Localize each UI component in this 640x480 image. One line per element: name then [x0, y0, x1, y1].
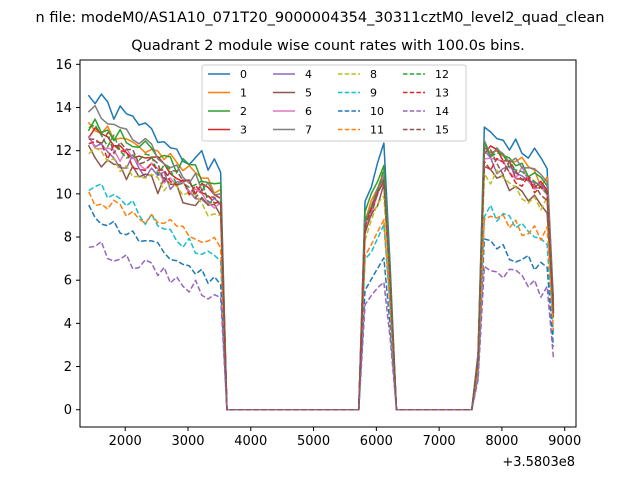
y-tick-label: 8 [64, 231, 72, 246]
legend-label-6: 6 [305, 105, 312, 118]
series-line-15 [88, 132, 555, 411]
x-tick-label: 7000 [423, 434, 456, 449]
x-tick-label: 2000 [109, 434, 142, 449]
legend-label-11: 11 [370, 124, 384, 137]
y-tick-label: 16 [55, 58, 72, 73]
legend-label-14: 14 [435, 105, 449, 118]
legend-label-7: 7 [305, 124, 312, 137]
legend-label-2: 2 [240, 105, 247, 118]
y-tick-label: 12 [55, 144, 72, 159]
x-tick-label: 3000 [171, 434, 204, 449]
x-offset-label: +3.5803e8 [502, 455, 575, 470]
y-tick-label: 0 [64, 403, 72, 418]
legend-label-0: 0 [240, 68, 247, 81]
x-tick-label: 5000 [297, 434, 330, 449]
legend-label-12: 12 [435, 68, 449, 81]
y-tick-label: 2 [64, 360, 72, 375]
legend-label-3: 3 [240, 124, 247, 137]
legend-label-10: 10 [370, 105, 384, 118]
chart-title: Quadrant 2 module wise count rates with … [131, 38, 525, 54]
axes-frame [79, 59, 577, 428]
legend-label-9: 9 [370, 87, 377, 100]
x-tick-label: 8000 [485, 434, 518, 449]
y-tick-label: 10 [55, 187, 72, 202]
series-line-9 [88, 182, 555, 411]
y-axis: 0 2 4 6 8 10 12 14 16 [55, 58, 80, 418]
x-axis: 2000 3000 4000 5000 6000 7000 8000 9000 [109, 427, 581, 449]
x-tick-label: 9000 [548, 434, 581, 449]
y-tick-label: 14 [55, 101, 72, 116]
legend-label-4: 4 [305, 68, 312, 81]
legend-label-5: 5 [305, 87, 312, 100]
legend-label-15: 15 [435, 124, 449, 137]
x-tick-label: 4000 [234, 434, 267, 449]
legend-box [201, 64, 467, 142]
series-line-8 [88, 146, 555, 411]
plot-area [79, 59, 577, 428]
y-tick-label: 6 [64, 274, 72, 289]
x-tick-label: 6000 [360, 434, 393, 449]
y-tick-label: 4 [64, 317, 72, 332]
legend-label-1: 1 [240, 87, 247, 100]
legend-label-13: 13 [435, 87, 449, 100]
figure-suptitle: n file: modeM0/AS1A10_071T20_9000004354_… [36, 10, 605, 26]
legend-label-8: 8 [370, 68, 377, 81]
